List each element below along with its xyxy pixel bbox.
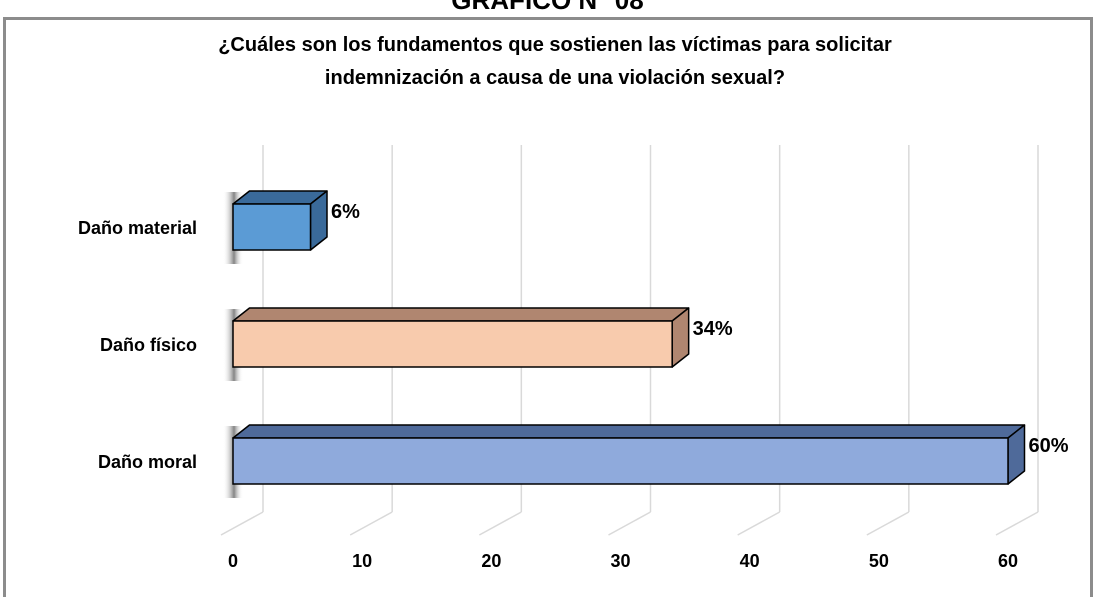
figure-number-title: GRAFICO N° 08 — [451, 0, 644, 15]
x-tick-label-0: 0 — [228, 551, 238, 571]
floor-line-60 — [995, 511, 1039, 536]
x-tick-label-20: 20 — [481, 551, 501, 571]
floor-line-30 — [608, 511, 651, 536]
floor-line-50 — [866, 511, 910, 536]
category-label-2: Daño físico — [100, 335, 197, 355]
chart-frame — [3, 17, 1093, 597]
floor-line-0 — [220, 511, 264, 536]
bar-3 — [232, 437, 1009, 485]
floor-line-10 — [349, 511, 393, 536]
floor-line-20 — [478, 511, 522, 536]
bar-2 — [232, 320, 673, 368]
bar-top-2 — [232, 307, 690, 322]
floor-line-40 — [737, 511, 781, 536]
bar-top-3 — [232, 424, 1026, 439]
x-tick-label-60: 60 — [998, 551, 1018, 571]
x-tick-label-30: 30 — [610, 551, 630, 571]
bar-1 — [232, 203, 312, 251]
data-label-2: 34% — [693, 318, 733, 340]
chart-title-line-1: ¿Cuáles son los fundamentos que sostiene… — [218, 34, 892, 56]
chart-title-line-2: indemnización a causa de una violación s… — [324, 67, 786, 89]
x-tick-label-50: 50 — [869, 551, 889, 571]
category-label-3: Daño moral — [98, 452, 197, 472]
x-tick-label-40: 40 — [740, 551, 760, 571]
x-tick-label-10: 10 — [352, 551, 372, 571]
chart-title: ¿Cuáles son los fundamentos que sostiene… — [40, 29, 1070, 95]
category-label-1: Daño material — [78, 218, 197, 238]
data-label-3: 60% — [1029, 435, 1069, 457]
data-label-1: 6% — [331, 201, 360, 223]
